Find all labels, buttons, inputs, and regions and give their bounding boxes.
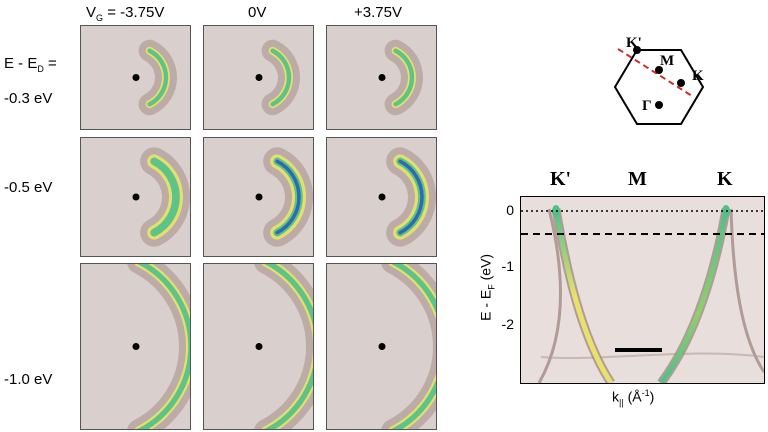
column-header-zero: 0V: [248, 4, 267, 21]
arc-green: [137, 264, 190, 429]
row-label-2: -0.5 eV: [4, 179, 53, 196]
gamma-dot: [378, 74, 386, 81]
arpes-panel-svg: [254, 264, 313, 429]
bz-m-label: M: [660, 53, 674, 69]
main-band-left-core: [553, 208, 614, 383]
arc-blue: [275, 159, 301, 235]
y-axis-label: E - EF (eV): [477, 253, 497, 321]
band-label-m: M: [628, 168, 647, 190]
arpes-panel-svg: [378, 39, 423, 116]
hexagon: [613, 49, 705, 125]
vg-label: V: [86, 4, 97, 21]
column-header-neg: VG = -3.75V: [86, 4, 164, 23]
arpes-panel-svg: [255, 147, 313, 247]
arc-green: [391, 264, 436, 429]
arc-green: [393, 48, 415, 107]
arpes-panel-r1-c3: [326, 25, 437, 130]
arpes-panel-r2-c1: [80, 137, 191, 257]
gamma-dot: [132, 74, 140, 81]
bz-k-label: K: [692, 68, 704, 84]
shadow-band-left: [537, 208, 562, 383]
vg-value-neg: = -3.75V: [107, 4, 165, 21]
column-header-pos: +3.75V: [354, 4, 402, 21]
y-tick-neg1: -1: [501, 258, 514, 274]
band-label-k-prime: K': [550, 168, 572, 190]
gamma-point: [655, 101, 663, 109]
y-tick-0: 0: [506, 202, 514, 218]
gamma-dot: [378, 193, 386, 201]
x-axis-label: k|| (Å-1): [612, 388, 655, 408]
main-band-right-core: [659, 208, 729, 383]
arpes-panel-svg: [378, 264, 436, 429]
shadow-band-right: [729, 208, 764, 373]
arc-green: [150, 157, 180, 237]
k-prime-point: [633, 46, 641, 54]
red-dashed-line: [617, 48, 693, 97]
arpes-panel-svg: [127, 264, 190, 429]
arc-blue: [398, 159, 424, 235]
arpes-panel-r3-c3: [326, 263, 437, 430]
band-plot: [520, 196, 765, 384]
arpes-panel-svg: [378, 147, 436, 247]
gamma-dot: [255, 193, 263, 201]
arpes-panel-svg: [132, 39, 177, 116]
arc-green: [264, 264, 313, 429]
bz-k-prime-label: K': [626, 35, 642, 51]
row-label-1: E - ED = -0.3 eV: [4, 54, 57, 109]
arc-halo: [254, 264, 313, 429]
arpes-panel-r2-c2: [203, 137, 314, 257]
gamma-dot: [132, 343, 140, 350]
band-plot-svg: [521, 197, 764, 383]
gamma-dot: [255, 74, 263, 81]
bz-gamma-label: Γ: [642, 98, 652, 114]
arpes-panel-r1-c2: [203, 25, 314, 130]
arpes-panel-r2-c3: [326, 137, 437, 257]
arpes-panel-r1-c1: [80, 25, 191, 130]
m-point: [655, 66, 663, 74]
arpes-panel-r3-c1: [80, 263, 191, 430]
k-point: [677, 79, 685, 87]
row-energy-1: -0.3 eV: [4, 90, 53, 107]
row-label-3: -1.0 eV: [4, 371, 53, 388]
brillouin-zone-diagram: K' M K Γ: [613, 35, 705, 125]
arpes-panel-svg: [255, 39, 300, 116]
arpes-panel-svg: [132, 147, 190, 247]
replica-band: [540, 352, 764, 360]
energy-axis-caption: E - ED =: [4, 55, 57, 74]
gamma-dot: [132, 193, 140, 201]
arc-green: [270, 48, 292, 107]
vg-sub: G: [96, 13, 104, 23]
arc-green: [147, 48, 169, 107]
arc-halo: [127, 264, 190, 429]
gamma-dot: [255, 343, 263, 350]
arpes-panel-r3-c2: [203, 263, 314, 430]
gamma-dot: [378, 343, 386, 350]
band-label-k: K: [717, 168, 733, 190]
y-tick-neg2: -2: [501, 316, 514, 332]
